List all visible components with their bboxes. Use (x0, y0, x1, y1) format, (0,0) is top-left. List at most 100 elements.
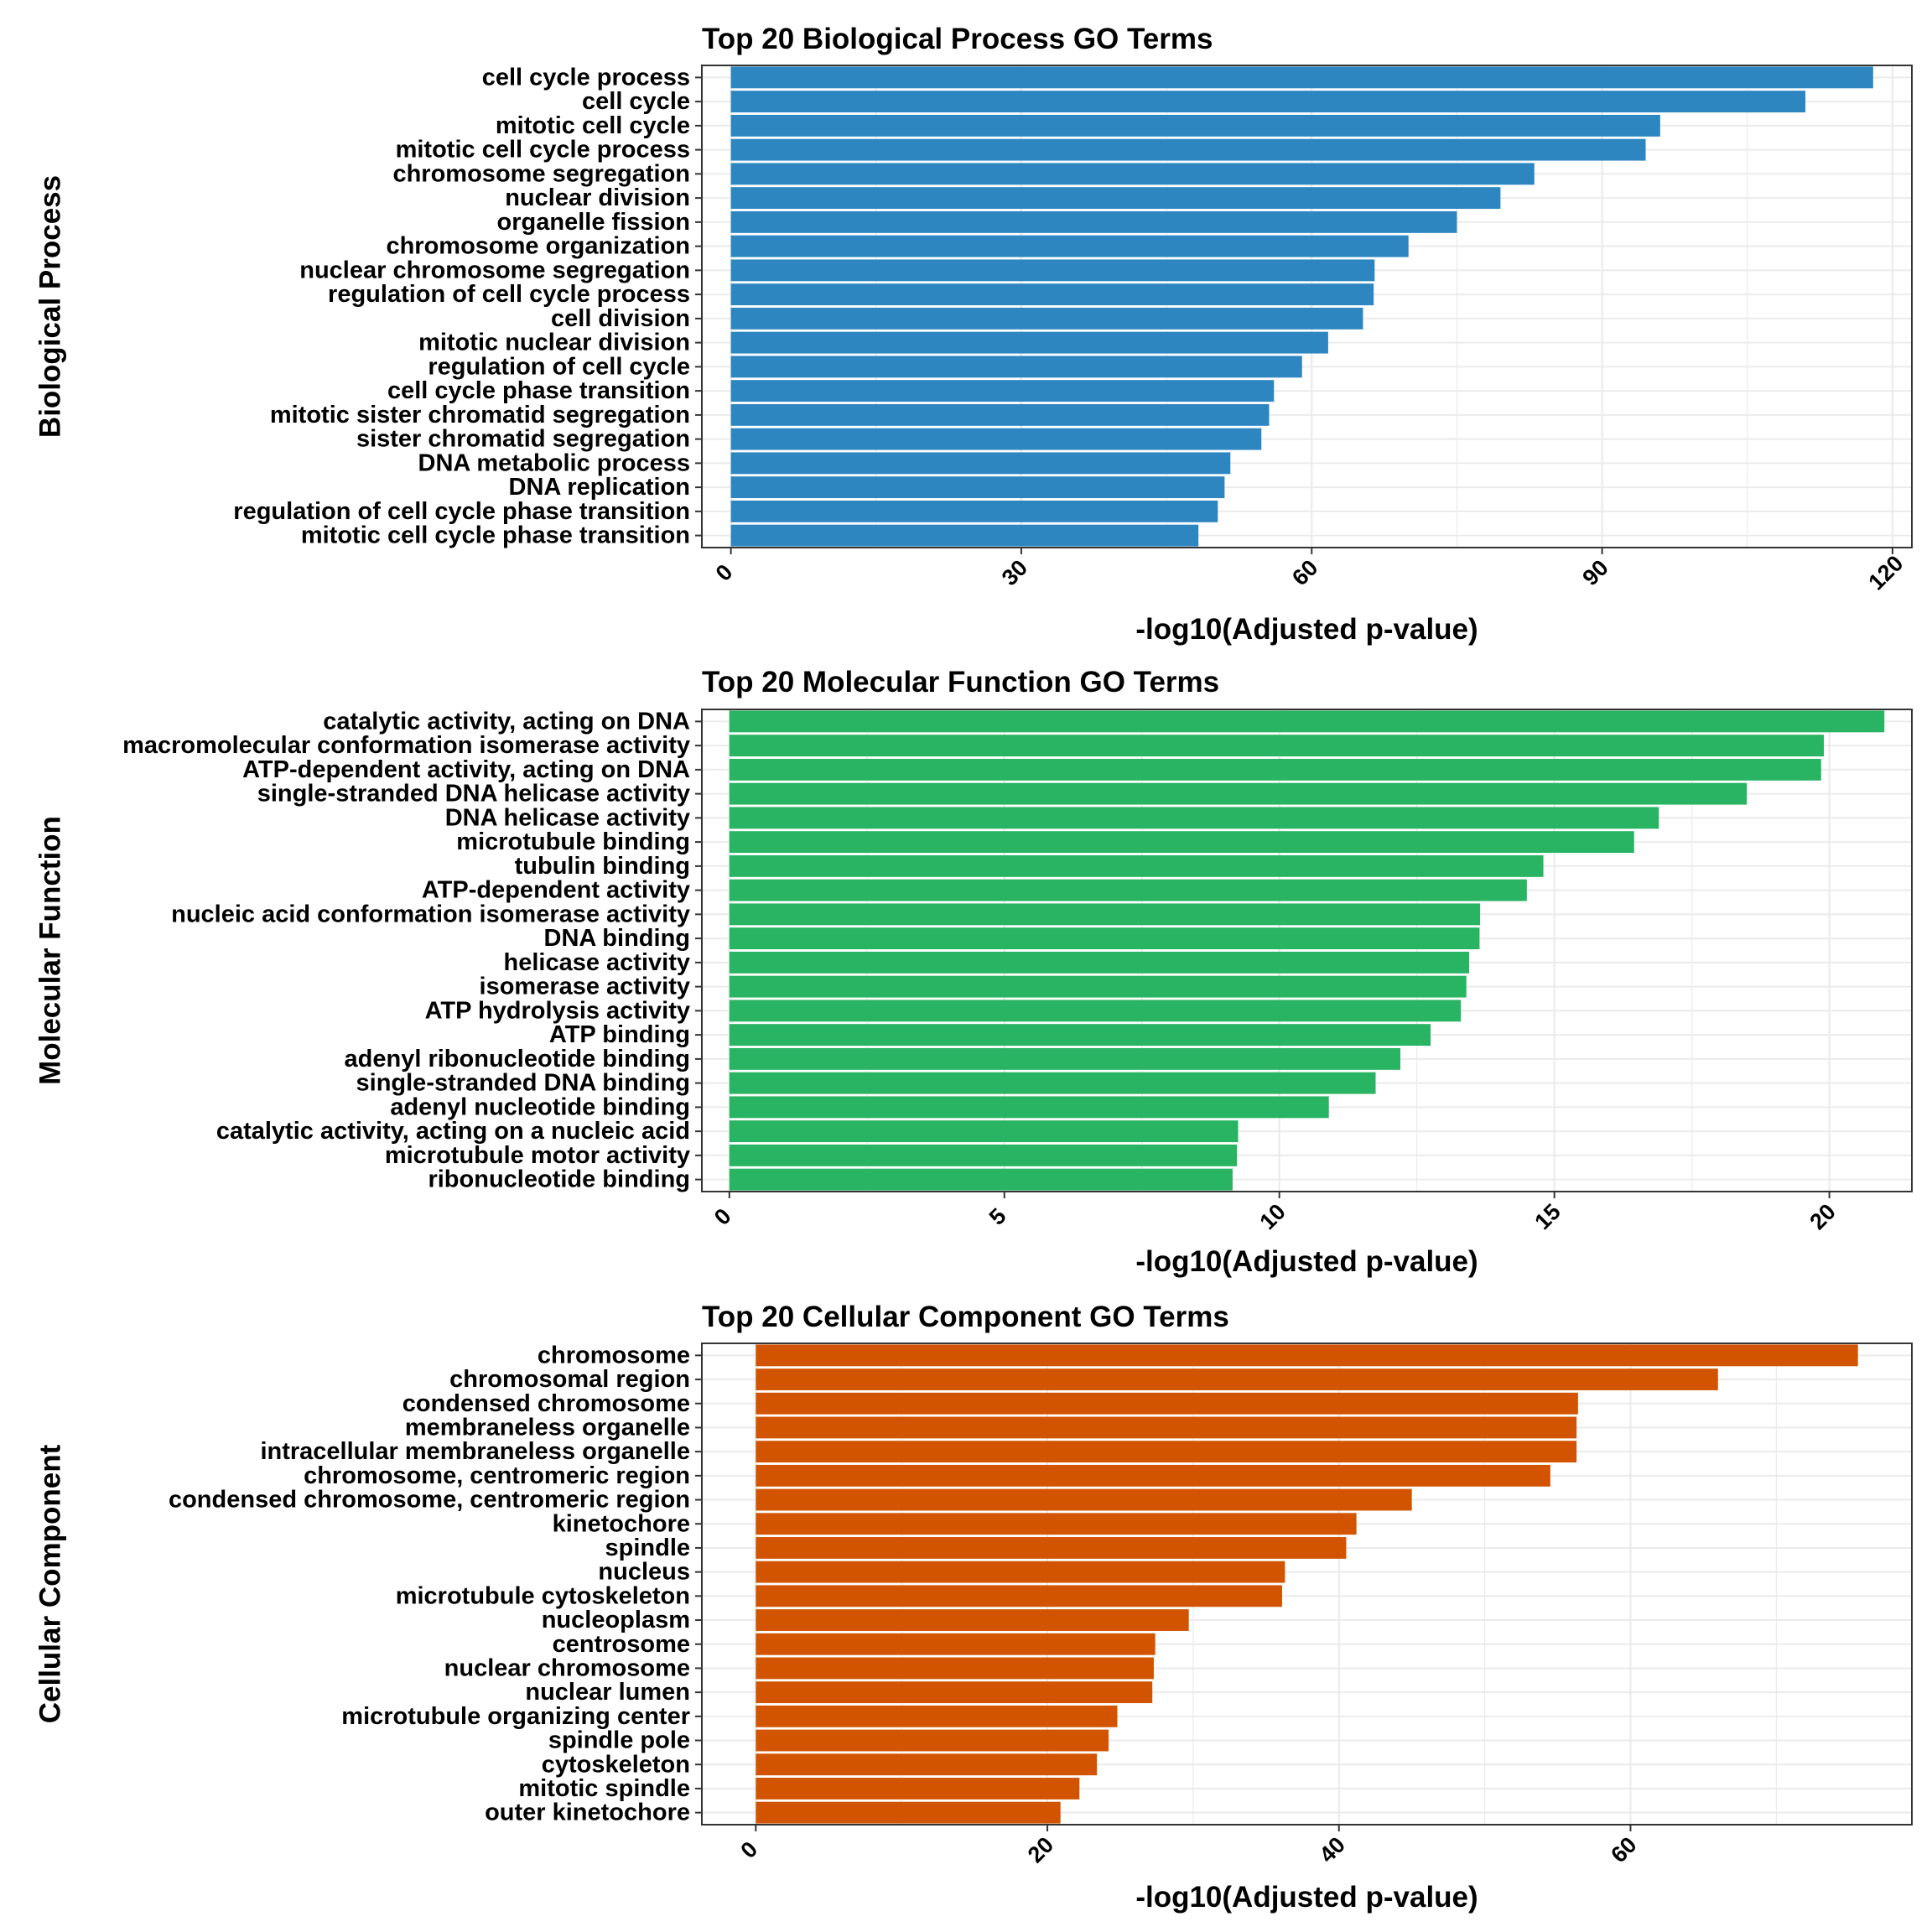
bar (756, 1753, 1098, 1776)
x-tick-label: 40 (1315, 1832, 1350, 1867)
y-tick-label: catalytic activity, acting on DNA (323, 708, 690, 735)
y-tick-label: nucleic acid conformation isomerase acti… (171, 901, 690, 927)
chart-title: Top 20 Cellular Component GO Terms (702, 1301, 1229, 1333)
bar (729, 807, 1659, 829)
y-tick-label: mitotic cell cycle process (396, 137, 690, 164)
plot-area (702, 65, 1912, 548)
bar (730, 283, 1374, 306)
chart-title: Top 20 Biological Process GO Terms (702, 23, 1213, 55)
y-tick-label: chromosome organization (386, 233, 690, 260)
bar (730, 259, 1375, 282)
bar (756, 1633, 1156, 1655)
y-tick-label: spindle (605, 1535, 690, 1561)
x-tick-label: 0 (711, 559, 738, 586)
x-tick-label: 60 (1606, 1832, 1641, 1867)
x-tick-label: 90 (1577, 555, 1613, 590)
bar (756, 1441, 1577, 1463)
bar (730, 163, 1535, 185)
y-tick-label: microtubule motor activity (385, 1142, 690, 1169)
bar (729, 710, 1885, 733)
x-tick-label: 20 (1805, 1199, 1840, 1234)
panel-2: catalytic activity, acting on DNAmacromo… (34, 666, 1913, 1278)
y-tick-label: nuclear lumen (525, 1679, 690, 1706)
y-tick-label: ATP-dependent activity, acting on DNA (242, 756, 690, 783)
bar (730, 500, 1218, 522)
y-tick-label: nuclear chromosome (444, 1654, 690, 1681)
bar (730, 524, 1199, 547)
y-tick-label: tubulin binding (515, 853, 690, 880)
y-tick-label: mitotic nuclear division (418, 330, 690, 356)
plot-border (701, 1343, 1913, 1826)
bar (730, 428, 1262, 450)
y-tick-label: helicase activity (504, 949, 690, 976)
y-tick-label: adenyl nucleotide binding (390, 1093, 690, 1120)
plot-area (702, 709, 1912, 1192)
x-axis-label: -log10(Adjusted p-value) (1135, 1245, 1478, 1278)
bar (729, 831, 1634, 854)
y-tick-label: regulation of cell cycle process (328, 281, 690, 308)
y-tick-label: mitotic cell cycle (496, 112, 690, 139)
bar (730, 403, 1270, 426)
bar (730, 452, 1231, 475)
y-tick-label: microtubule cytoskeleton (396, 1582, 690, 1609)
bar (730, 114, 1660, 137)
y-tick-label: centrosome (553, 1631, 690, 1658)
y-tick-label: sister chromatid segregation (356, 426, 690, 453)
bar (756, 1416, 1577, 1439)
y-axis-label: Cellular Component (34, 1444, 67, 1723)
y-tick-label: mitotic spindle (518, 1775, 690, 1802)
bar (756, 1681, 1153, 1704)
y-tick-label: DNA binding (544, 925, 691, 952)
y-tick-label: isomerase activity (480, 974, 690, 1000)
bar (756, 1464, 1550, 1487)
y-tick-label: microtubule organizing center (341, 1703, 690, 1730)
x-tick-label: 5 (984, 1203, 1011, 1230)
bar (729, 1000, 1462, 1022)
y-tick-label: DNA replication (509, 474, 690, 501)
y-tick-label: DNA metabolic process (418, 449, 690, 476)
bar (729, 758, 1821, 781)
y-tick-label: catalytic activity, acting on a nucleic … (216, 1118, 690, 1145)
y-tick-label: mitotic sister chromatid segregation (270, 402, 690, 428)
y-tick-label: ribonucleotide binding (428, 1166, 690, 1193)
y-tick-label: nucleoplasm (542, 1607, 690, 1633)
bar (730, 210, 1457, 233)
bar (756, 1513, 1357, 1535)
y-tick-label: cell division (551, 305, 690, 332)
bar (756, 1778, 1080, 1800)
x-axis-label: -log10(Adjusted p-value) (1135, 1881, 1478, 1914)
bar (756, 1561, 1285, 1583)
bar (729, 927, 1480, 950)
bar (730, 476, 1225, 499)
bar (730, 331, 1328, 354)
y-tick-label: condensed chromosome, centromeric region (169, 1487, 690, 1514)
x-axis-label: -log10(Adjusted p-value) (1135, 613, 1478, 646)
bar (756, 1609, 1189, 1631)
bar (729, 1047, 1401, 1070)
bar (756, 1392, 1578, 1415)
plot-border (701, 65, 1913, 548)
y-tick-label: nuclear chromosome segregation (299, 257, 690, 283)
bar (730, 380, 1275, 402)
bar (729, 1120, 1239, 1143)
bar (756, 1705, 1118, 1727)
y-tick-label: regulation of cell cycle phase transitio… (233, 498, 690, 525)
bar (729, 1096, 1329, 1119)
y-tick-label: kinetochore (553, 1510, 690, 1537)
bar (729, 1072, 1376, 1094)
y-axis-label: Molecular Function (34, 816, 67, 1085)
x-tick-label: 10 (1254, 1199, 1290, 1234)
bar (729, 879, 1527, 901)
y-tick-label: DNA helicase activity (445, 804, 690, 831)
bar (756, 1368, 1718, 1390)
x-tick-label: 0 (709, 1203, 736, 1230)
bar (730, 91, 1806, 113)
bar (756, 1537, 1347, 1559)
y-tick-label: outer kinetochore (485, 1800, 690, 1826)
y-tick-label: macromolecular conformation isomerase ac… (122, 732, 690, 759)
bar (729, 1144, 1238, 1166)
y-tick-label: cell cycle phase transition (387, 377, 690, 404)
y-tick-label: cell cycle (582, 88, 690, 115)
